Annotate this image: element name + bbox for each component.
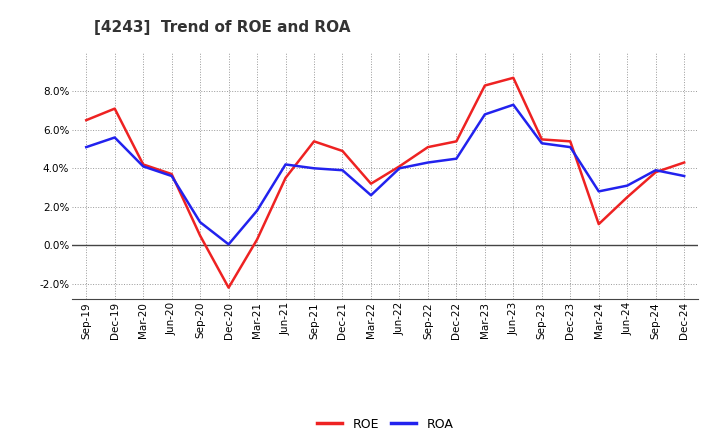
ROA <box>167 173 176 179</box>
ROE <box>139 162 148 167</box>
ROE <box>480 83 489 88</box>
ROA <box>595 189 603 194</box>
ROE <box>395 164 404 169</box>
ROE <box>338 148 347 154</box>
ROA <box>196 220 204 225</box>
ROA <box>480 112 489 117</box>
ROA <box>652 168 660 173</box>
ROA <box>253 208 261 213</box>
ROE <box>623 194 631 200</box>
ROE <box>310 139 318 144</box>
ROE <box>110 106 119 111</box>
ROA <box>82 144 91 150</box>
ROE <box>566 139 575 144</box>
ROA <box>139 164 148 169</box>
Line: ROA: ROA <box>86 105 684 244</box>
Text: [4243]  Trend of ROE and ROA: [4243] Trend of ROE and ROA <box>94 20 350 35</box>
ROA <box>338 168 347 173</box>
ROE <box>595 221 603 227</box>
ROE <box>282 175 290 180</box>
Line: ROE: ROE <box>86 78 684 288</box>
ROA <box>566 144 575 150</box>
ROE <box>509 75 518 81</box>
ROE <box>652 169 660 175</box>
ROA <box>423 160 432 165</box>
ROE <box>423 144 432 150</box>
ROE <box>366 181 375 187</box>
ROA <box>366 193 375 198</box>
ROA <box>537 141 546 146</box>
ROE <box>167 172 176 177</box>
ROA <box>623 183 631 188</box>
ROE <box>225 285 233 290</box>
ROE <box>82 117 91 123</box>
ROE <box>452 139 461 144</box>
ROE <box>680 160 688 165</box>
ROA <box>225 242 233 247</box>
ROE <box>537 137 546 142</box>
ROA <box>282 162 290 167</box>
ROE <box>196 233 204 238</box>
ROE <box>253 237 261 242</box>
ROA <box>680 173 688 179</box>
Legend: ROE, ROA: ROE, ROA <box>312 413 458 436</box>
ROA <box>110 135 119 140</box>
ROA <box>395 166 404 171</box>
ROA <box>452 156 461 161</box>
ROA <box>509 102 518 107</box>
ROA <box>310 166 318 171</box>
